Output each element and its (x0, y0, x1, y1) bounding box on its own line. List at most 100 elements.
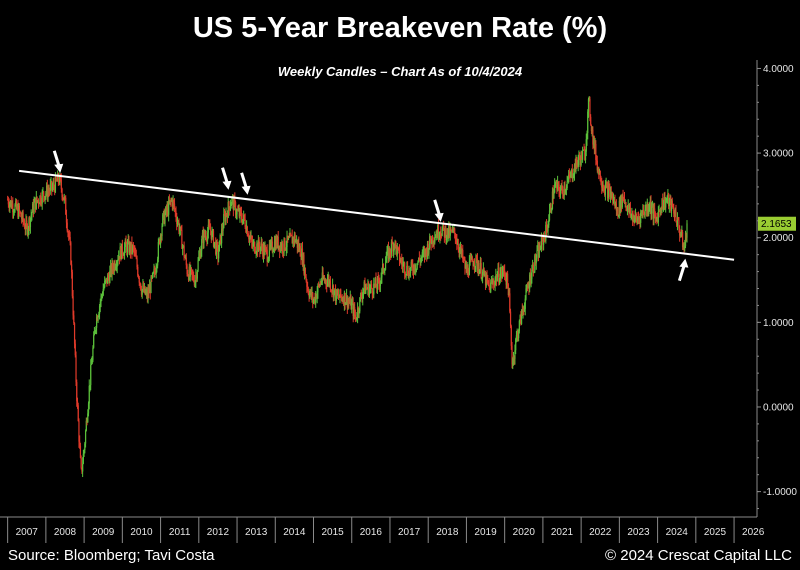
candle-body (182, 245, 184, 247)
candle-body (30, 215, 32, 218)
candle-body (404, 262, 406, 274)
candle-body (268, 244, 270, 258)
candle-body (451, 229, 454, 232)
arrow-down-icon (221, 167, 232, 190)
candle-body (384, 262, 387, 270)
candle-body (259, 246, 261, 251)
candle-body (50, 181, 52, 185)
candle-body (427, 244, 429, 254)
candle-body (197, 260, 199, 271)
candle-body (489, 286, 491, 293)
candle-body (195, 274, 197, 282)
candle-body (250, 236, 252, 238)
candle-body (301, 248, 303, 260)
candle-body (327, 277, 329, 281)
candle-body (595, 143, 597, 160)
candle-body (419, 260, 421, 263)
candle-body (487, 280, 490, 285)
candle-body (495, 275, 498, 281)
candle-body (436, 233, 438, 238)
candle-body (309, 293, 311, 298)
candle-body (44, 196, 46, 201)
candle-body (337, 294, 340, 298)
candle-body (97, 316, 99, 321)
x-tick-label: 2015 (321, 527, 344, 538)
candle-body (170, 199, 172, 202)
candle-body (36, 196, 38, 202)
candle-body (51, 186, 54, 190)
candle-body (517, 332, 519, 339)
candle-body (150, 276, 152, 293)
candle-body (143, 285, 145, 292)
candle-body (551, 208, 553, 212)
candle-body (396, 247, 398, 255)
candle-body (454, 228, 456, 234)
candle-body (270, 241, 273, 243)
candle-body (623, 198, 626, 203)
candle-body (359, 297, 361, 312)
candle-body (686, 223, 688, 238)
candle-body (464, 259, 466, 269)
candle-body (56, 180, 58, 182)
x-tick-label: 2026 (742, 527, 765, 538)
candle-body (332, 285, 334, 292)
candle-body (616, 207, 618, 211)
candle-body (204, 231, 206, 237)
candle-body (448, 226, 451, 236)
candle-body (382, 263, 384, 269)
candle-body (587, 99, 590, 112)
candle-body (140, 289, 143, 295)
candle-body (550, 204, 552, 212)
candle-body (244, 219, 246, 228)
candle-body (402, 263, 404, 267)
candle-body (321, 272, 323, 282)
candle-body (619, 200, 621, 212)
candle-body (520, 315, 522, 324)
candle-body (415, 269, 417, 271)
candle-body (673, 208, 675, 214)
candle-body (538, 245, 540, 258)
candle-body (432, 236, 434, 243)
candle-body (644, 209, 646, 216)
candle-body (456, 240, 458, 245)
candle-body (440, 235, 443, 236)
candle-body (299, 246, 301, 257)
candle-body (370, 284, 373, 289)
candle-body (168, 200, 170, 203)
candle-body (465, 264, 468, 273)
candle-body (287, 235, 289, 240)
x-tick-label: 2025 (704, 527, 727, 538)
candle-body (137, 275, 140, 278)
candle-body (628, 204, 630, 213)
candle-body (415, 268, 418, 270)
candle-body (529, 274, 531, 284)
candle-body (307, 288, 309, 294)
candle-body (312, 301, 315, 303)
candle-body (357, 307, 359, 318)
candle-body (131, 242, 133, 253)
candle-body (397, 247, 399, 249)
trendline-layer (18, 169, 735, 261)
candle-body (32, 203, 34, 213)
candle-body (643, 213, 645, 216)
candle-body (35, 196, 37, 209)
candle-body (556, 183, 558, 190)
candle-body (651, 205, 654, 208)
candle-body (276, 238, 278, 247)
copyright-note: © 2024 Crescat Capital LLC (605, 547, 792, 564)
candle-body (532, 264, 534, 273)
candle-body (201, 239, 203, 251)
candle-body (107, 275, 109, 284)
x-tick-label: 2019 (474, 527, 497, 538)
candle-body (340, 289, 342, 297)
candle-body (34, 198, 36, 203)
candle-body (80, 457, 82, 468)
candle-body (85, 420, 87, 431)
candle-body (651, 207, 653, 214)
candle-body (448, 226, 450, 237)
candle-body (240, 209, 242, 213)
candle-body (403, 262, 405, 264)
candle-body (589, 99, 591, 117)
candle-body (128, 240, 130, 253)
